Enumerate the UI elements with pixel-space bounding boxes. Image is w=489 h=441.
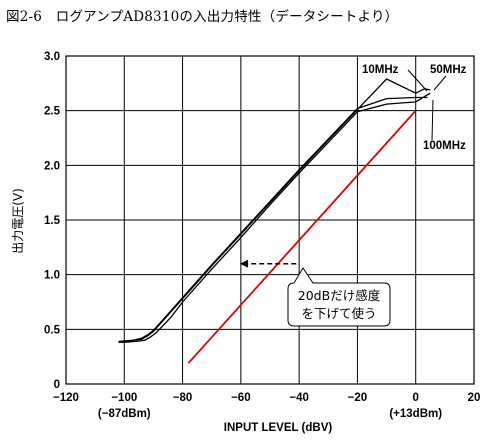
series-line-100mhz (121, 92, 431, 344)
plot-frame (65, 55, 475, 385)
svg-text:50MHz: 50MHz (430, 64, 467, 76)
y-tick-label: 1.0 (44, 270, 60, 282)
callout-text-line-1: 20dBだけ感度 (298, 288, 381, 303)
x-sublabel: (+13dBm) (389, 408, 442, 420)
x-tick-label: 0 (413, 392, 419, 404)
y-tick-label: 3.0 (44, 51, 60, 63)
y-tick-label: 0 (54, 379, 60, 391)
y-tick-label: 1.5 (44, 215, 61, 227)
x-tick-label: −100 (111, 392, 137, 404)
grid (66, 56, 474, 384)
y-tick-label: 2.5 (44, 106, 61, 118)
series-label-50mhz: 50MHz (430, 64, 467, 91)
x-tick-label: −40 (289, 392, 309, 404)
svg-text:10MHz: 10MHz (362, 64, 399, 76)
y-tick-label: 0.5 (44, 324, 61, 336)
page-title: 図2-6 ログアンプAD8310の入出力特性（データシートより） (6, 9, 399, 25)
x-tick-label: −80 (173, 392, 193, 404)
callout-box (287, 267, 391, 327)
series-label-100mhz: 100MHz (423, 99, 466, 152)
axes: −120 −100 −80 −60 −40 −20 0 20 0 0.5 1.0 1.5 2.0 2.5 3… (44, 51, 480, 420)
svg-text:100MHz: 100MHz (423, 140, 466, 152)
series-label-10mhz: 10MHz (362, 64, 428, 92)
x-tick-label: −20 (348, 392, 368, 404)
annotation-callout: 20dBだけ感度 を下げて使う (239, 259, 391, 327)
series-group (118, 78, 431, 364)
x-tick-label: 20 (468, 392, 481, 404)
series-line-reference (187, 110, 417, 364)
x-tick-label: −120 (53, 392, 79, 404)
x-sublabel: (−87dBm) (98, 408, 151, 420)
x-axis-label: INPUT LEVEL (dBV) (224, 422, 333, 434)
series-line-50mhz (118, 78, 431, 344)
series-line-10mhz (118, 96, 428, 343)
y-axis-label: 出力電圧(V) (11, 188, 25, 254)
callout-text-line-2: を下げて使う (301, 306, 376, 321)
y-tick-label: 2.0 (44, 160, 60, 172)
x-tick-label: −60 (231, 392, 251, 404)
